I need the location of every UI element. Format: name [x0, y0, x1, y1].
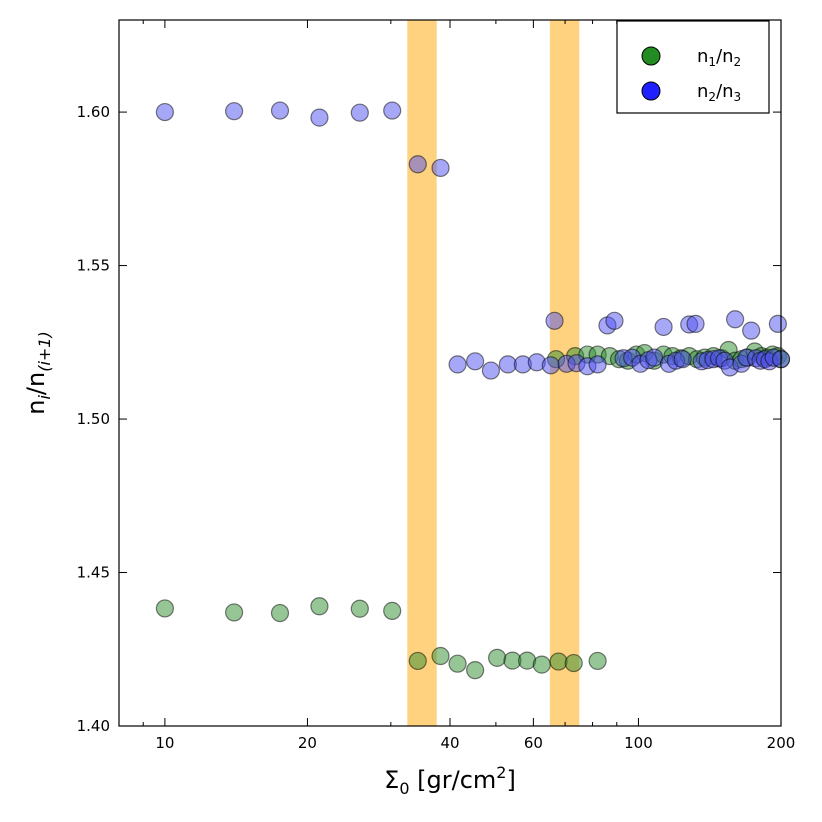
legend-marker-n1-n2 [641, 46, 661, 66]
legend-0-base: n [697, 46, 708, 67]
point-series-2-48 [768, 314, 787, 333]
point-series-1-0 [155, 599, 174, 618]
y-tick-label-4: 1.60 [77, 103, 110, 121]
x-tick-label-10: 10 [155, 734, 174, 752]
y-axis-title-sub1: i [35, 395, 54, 400]
point-series-1-2 [270, 603, 290, 623]
point-series-2-39 [726, 310, 745, 329]
point-series-1-9 [466, 661, 485, 680]
svg-text:Σ0 [gr/cm2]: Σ0 [gr/cm2] [384, 763, 516, 798]
point-series-1-7 [431, 646, 450, 666]
point-series-1-16 [588, 651, 607, 671]
legend-1-mid: /n [716, 81, 733, 102]
plot-frame [118, 19, 782, 727]
y-tick-label-1: 1.45 [77, 564, 110, 582]
y-axis-title: ni/n(i+1) [22, 331, 54, 414]
point-series-2-6 [408, 155, 427, 174]
point-series-2-7 [431, 158, 450, 178]
point-series-2-21 [605, 311, 624, 330]
point-series-1-15 [564, 653, 583, 673]
x-tick-label-60: 60 [524, 734, 543, 752]
point-series-2-8 [448, 355, 467, 374]
highlight-band-1 [407, 20, 437, 726]
points-layer [155, 101, 791, 680]
point-series-2-14 [541, 356, 560, 375]
legend-box [616, 20, 770, 114]
x-axis-title: Σ0 [gr/cm2] [384, 763, 516, 798]
x-tick-label-100: 100 [624, 734, 653, 752]
x-axis-title-sup: 2 [496, 763, 506, 782]
point-series-2-19 [588, 355, 607, 374]
legend-0-mid: /n [716, 46, 733, 67]
point-series-2-5 [383, 101, 402, 120]
point-series-1-1 [224, 603, 244, 622]
point-series-2-27 [654, 317, 673, 337]
legend-label-n1-n2: n1/n2 [697, 46, 741, 69]
point-series-2-15 [545, 311, 564, 330]
point-series-1-10 [488, 648, 507, 667]
point-series-2-32 [686, 314, 705, 333]
y-tick-label-3: 1.55 [77, 257, 110, 275]
point-series-1-6 [408, 651, 427, 671]
ticks-layer: 10 20 40 60 100 200 1.40 1.45 1.50 1.55 1.60 [77, 20, 796, 752]
legend-label-n2-n3: n2/n3 [697, 81, 741, 104]
point-series-1-4 [350, 599, 369, 618]
point-series-1-3 [310, 597, 329, 616]
legend-1-base: n [697, 81, 708, 102]
x-tick-label-200: 200 [767, 734, 796, 752]
point-series-1-13 [532, 655, 551, 674]
point-series-2-9 [466, 352, 485, 371]
point-series-1-14 [549, 652, 568, 671]
legend-0-sub1: 1 [708, 55, 716, 69]
svg-text:ni/n(i+1): ni/n(i+1) [22, 331, 54, 414]
point-series-2-4 [350, 103, 369, 122]
point-series-2-0 [155, 102, 174, 122]
y-axis-title-mid: /n [22, 372, 50, 395]
legend-1-sub2: 3 [734, 90, 742, 104]
legend-1-sub1: 2 [708, 90, 716, 104]
x-axis-title-end: ] [506, 766, 515, 794]
y-tick-label-0: 1.40 [77, 717, 110, 735]
point-series-2-1 [224, 102, 244, 121]
point-series-2-30 [673, 350, 692, 369]
y-tick-label-2: 1.50 [77, 410, 110, 428]
x-axis-title-mid: [gr/cm [410, 766, 497, 794]
y-axis-title-sub2: (i+1) [35, 331, 54, 372]
legend-0-sub2: 2 [734, 55, 742, 69]
x-tick-label-20: 20 [298, 734, 317, 752]
bands-layer [407, 20, 580, 726]
x-axis-title-sub: 0 [399, 779, 409, 798]
legend-marker-n2-n3 [641, 81, 661, 101]
x-axis-title-base: Σ [384, 766, 399, 794]
point-series-2-2 [270, 101, 290, 120]
point-series-1-5 [383, 601, 402, 620]
y-axis-title-base: n [22, 400, 50, 415]
point-series-2-42 [742, 321, 761, 340]
x-tick-label-40: 40 [440, 734, 459, 752]
point-series-2-3 [310, 108, 329, 127]
point-series-2-10 [481, 361, 500, 380]
legend: n1/n2 n2/n3 [616, 20, 770, 114]
point-series-1-8 [448, 654, 467, 673]
